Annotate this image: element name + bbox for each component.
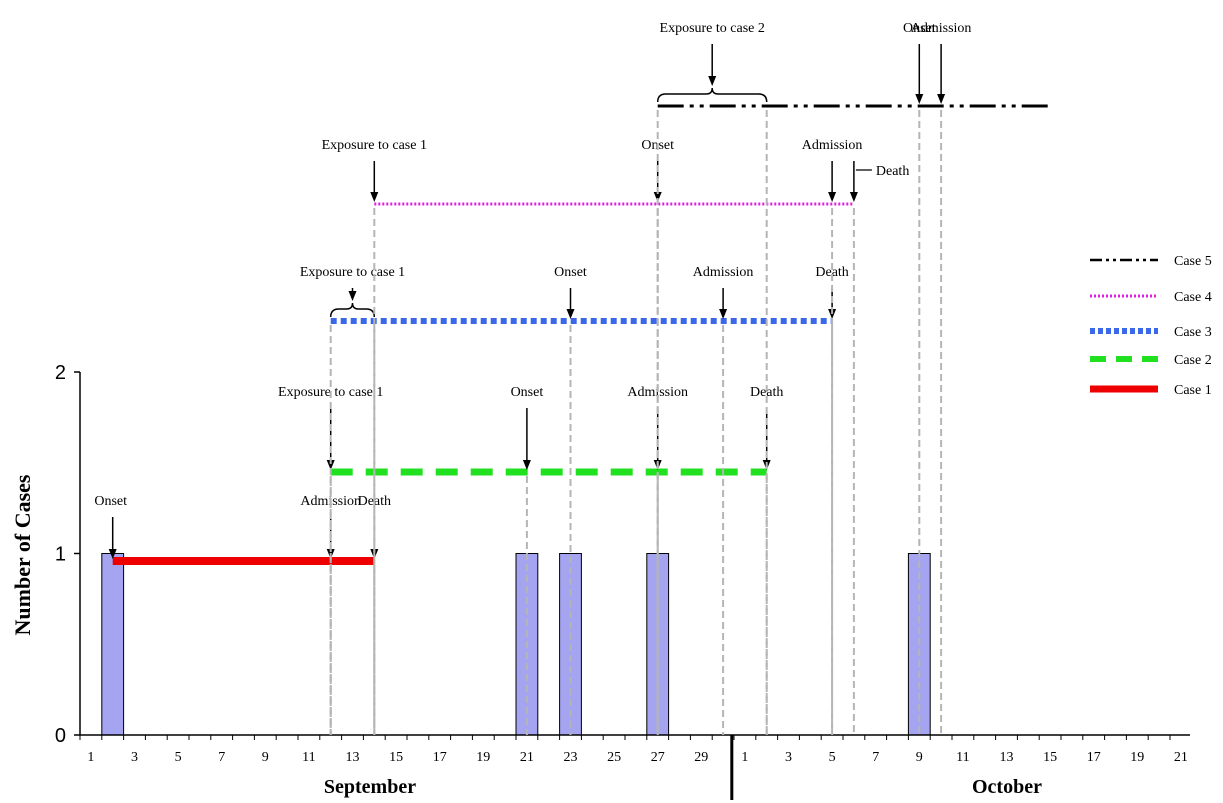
annotation-14-arrow-head [849, 192, 858, 202]
x-tick-label-19: 9 [916, 750, 923, 765]
annotation-8-label: Onset [554, 265, 587, 280]
x-tick-label-5: 11 [302, 750, 315, 765]
y-axis-label: Number of Cases [10, 474, 35, 635]
annotation-16-arrow-head [915, 94, 924, 104]
annotation-7-label: Exposure to case 1 [300, 265, 405, 280]
annotation-0-label: Onset [94, 494, 127, 509]
x-tick-label-6: 13 [346, 750, 360, 765]
bars [101, 553, 931, 736]
annotation-3-arrow-head [326, 460, 335, 470]
annotation-0-arrow-head [108, 549, 117, 559]
x-tick-label-22: 15 [1043, 750, 1057, 765]
annotation-4-arrow-head [522, 460, 531, 470]
x-tick-label-10: 21 [520, 750, 534, 765]
x-tick-label-15: 1 [741, 750, 748, 765]
x-tick-label-13: 27 [651, 750, 665, 765]
annotation-15-arrow-head [708, 76, 717, 86]
x-tick-label-8: 17 [433, 750, 447, 765]
y-tick-label-0: 0 [55, 725, 66, 747]
annotation-13-arrow-head [828, 192, 837, 202]
x-tick-label-18: 7 [872, 750, 879, 765]
annotation-11-arrow-head [370, 192, 379, 202]
x-tick-label-21: 13 [1000, 750, 1014, 765]
month-label-september: September [324, 776, 416, 798]
annotation-15-label: Exposure to case 2 [660, 21, 765, 36]
annotation-6-label: Death [750, 385, 783, 400]
x-tick-label-3: 7 [218, 750, 225, 765]
annotation-0: Onset [94, 494, 127, 559]
bar-0 [101, 553, 125, 736]
annotation-7-arrow-head [348, 291, 357, 301]
annotation-15-brace [656, 87, 768, 103]
legend-label-case-1: Case 1 [1174, 383, 1212, 398]
case-timelines [112, 104, 1051, 565]
x-tick-label-9: 19 [476, 750, 490, 765]
x-tick-label-7: 15 [389, 750, 403, 765]
y-tick-label-1: 1 [55, 544, 66, 566]
x-tick-label-2: 5 [175, 750, 182, 765]
annotation-17-arrow-head [937, 94, 946, 104]
month-label-october: October [972, 776, 1042, 798]
legend-label-case-2: Case 2 [1174, 353, 1212, 368]
annotation-11: Exposure to case 1 [322, 138, 427, 735]
legend-label-case-4: Case 4 [1174, 290, 1212, 305]
x-tick-label-20: 11 [956, 750, 969, 765]
x-tick-label-25: 21 [1174, 750, 1188, 765]
x-tick-label-0: 1 [87, 750, 94, 765]
annotation-9-label: Admission [693, 265, 754, 280]
legend: Case 5 Case 4 Case 3 Case 2 Case 1 [1090, 254, 1212, 398]
x-tick-label-24: 19 [1130, 750, 1144, 765]
x-tick-label-23: 17 [1087, 750, 1101, 765]
annotation-15: Exposure to case 2 [656, 21, 768, 735]
annotation-17: Admission [911, 21, 972, 735]
annotation-8: Onset [554, 265, 587, 735]
annotation-5-label: Admission [627, 385, 688, 400]
annotation-11-label: Exposure to case 1 [322, 138, 427, 153]
annotation-17-label: Admission [911, 21, 972, 36]
annotation-12-arrow-head [653, 192, 662, 202]
x-tick-label-17: 5 [829, 750, 836, 765]
x-tick-label-11: 23 [564, 750, 578, 765]
annotation-14: Death [849, 161, 909, 735]
annotation-9-arrow-head [719, 309, 728, 319]
x-tick-label-16: 3 [785, 750, 792, 765]
x-tick-label-1: 3 [131, 750, 138, 765]
x-tick-label-12: 25 [607, 750, 621, 765]
annotation-13: Admission [802, 138, 863, 735]
x-tick-label-14: 29 [694, 750, 708, 765]
y-tick-label-2: 2 [55, 362, 66, 384]
annotation-13-label: Admission [802, 138, 863, 153]
annotation-9: Admission [693, 265, 754, 735]
annotation-4-label: Onset [511, 385, 544, 400]
legend-label-case-3: Case 3 [1174, 325, 1212, 340]
annotation-10-label: Death [815, 265, 848, 280]
annotation-14-label: Death [876, 164, 909, 179]
annotation-7-brace [329, 302, 376, 318]
annotation-8-arrow-head [566, 309, 575, 319]
annotation-16: Onset [903, 21, 936, 735]
annotation-4: Onset [511, 385, 544, 735]
x-tick-label-4: 9 [262, 750, 269, 765]
annotation-16-label: Onset [903, 21, 936, 36]
legend-label-case-5: Case 5 [1174, 254, 1212, 269]
